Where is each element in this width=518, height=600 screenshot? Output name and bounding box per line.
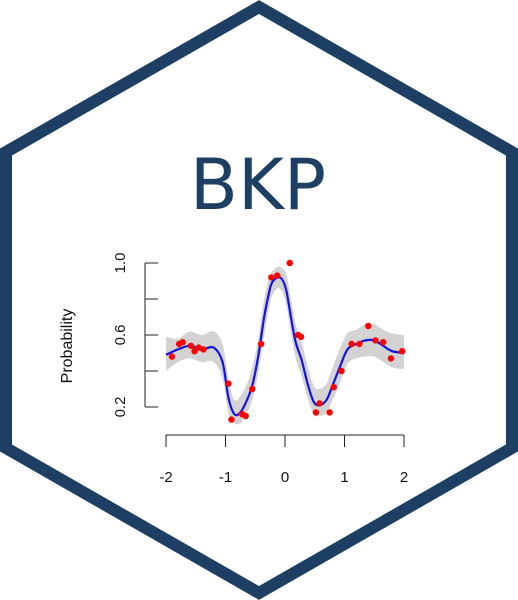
observation-point (379, 339, 387, 346)
observation-point (249, 385, 256, 393)
x-ticks: -2 -1 0 1 2 (159, 435, 408, 486)
y-ticks: 0.2 0.6 1.0 (112, 253, 158, 418)
y-tick-label: 1.0 (112, 253, 129, 274)
x-tick-label: -2 (159, 469, 172, 486)
observation-point (258, 340, 265, 348)
observation-point (356, 340, 363, 348)
y-tick-label: 0.2 (112, 397, 129, 418)
observation-point (387, 355, 395, 362)
observation-point (268, 274, 275, 281)
observation-point (326, 409, 333, 416)
observation-point (179, 339, 186, 346)
observation-point (372, 337, 379, 344)
logo-title: BKP (190, 144, 326, 226)
observation-point (225, 380, 232, 387)
observation-point (399, 348, 406, 355)
observation-point (338, 367, 345, 375)
y-axis: 0.2 0.6 1.0 (112, 253, 158, 418)
y-tick-label: 0.6 (112, 325, 129, 346)
observation-point (200, 346, 207, 353)
observation-point (330, 384, 337, 391)
observation-point (312, 409, 320, 416)
observation-point (242, 412, 249, 420)
observation-point (286, 259, 293, 267)
observation-point (191, 348, 198, 355)
y-axis-label: Probability (59, 309, 76, 384)
observation-point (187, 342, 195, 349)
observation-point (274, 272, 281, 279)
x-tick-label: 2 (400, 469, 408, 486)
observation-point (365, 322, 372, 330)
observation-points (168, 259, 406, 423)
observation-point (168, 353, 176, 360)
observation-point (316, 400, 323, 407)
observation-point (297, 333, 305, 340)
x-axis: -2 -1 0 1 2 (159, 434, 408, 486)
observation-point (228, 416, 235, 423)
x-tick-label: 0 (281, 469, 289, 486)
chart: 0.2 0.6 1.0 -2 -1 0 1 2 Probability (59, 253, 408, 486)
x-tick-label: -1 (219, 469, 232, 486)
x-tick-label: 1 (340, 469, 348, 486)
observation-point (348, 340, 355, 348)
